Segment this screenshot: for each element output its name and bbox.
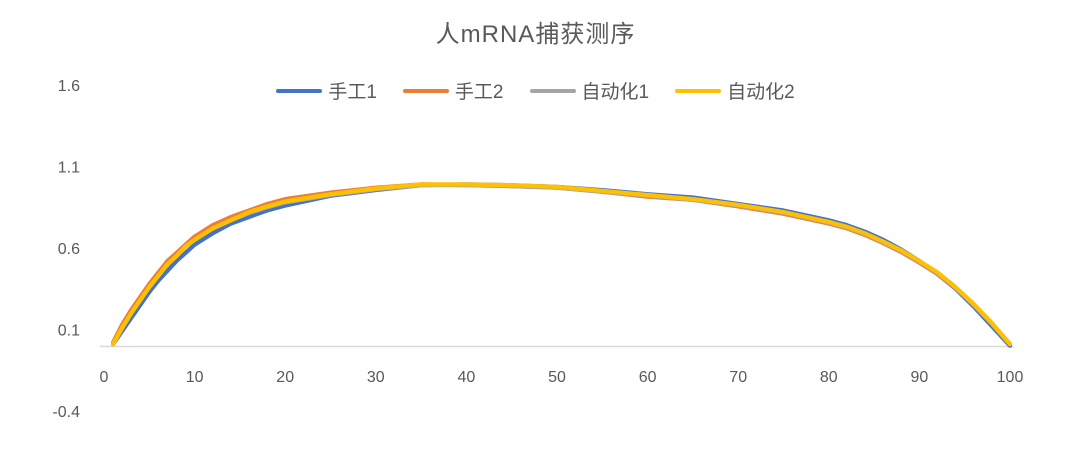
x-tick-label: 10 (186, 369, 204, 386)
legend-label: 自动化1 (581, 82, 650, 103)
x-tick-label: 70 (729, 369, 747, 386)
series-line-3 (110, 182, 1013, 347)
x-tick-label: 80 (820, 369, 838, 386)
x-tick-label: 60 (639, 369, 657, 386)
x-tick-label: 30 (367, 369, 385, 386)
x-tick-label: 90 (911, 369, 929, 386)
legend-item-shougong2[interactable]: 手工2 (402, 77, 504, 104)
x-tick-label: 40 (458, 369, 476, 386)
y-tick-label: -0.4 (52, 404, 80, 421)
legend-item-zidonghua1[interactable]: 自动化1 (529, 77, 650, 104)
chart-title: 人mRNA捕获测序 (435, 21, 636, 48)
legend-item-zidonghua2[interactable]: 自动化2 (675, 77, 795, 104)
legend-label: 自动化2 (727, 82, 795, 103)
legend-label: 手工1 (328, 82, 377, 103)
x-tick-label: 50 (548, 369, 566, 386)
series-swatch-zidonghua1 (529, 88, 576, 93)
series-swatch-shougong2 (402, 88, 449, 93)
x-tick-label: 0 (100, 369, 109, 386)
series-swatch-zidonghua2 (675, 88, 722, 93)
y-tick-label: 0.6 (58, 241, 80, 258)
x-tick-label: 100 (997, 369, 1024, 386)
series-line-1 (110, 182, 1013, 347)
series-line-0 (110, 182, 1013, 348)
legend: 手工1 手工2 自动化1 自动化2 (0, 77, 1071, 104)
y-tick-label: 0.1 (58, 323, 80, 340)
y-tick-label: 1.1 (58, 160, 80, 177)
legend-item-shougong1[interactable]: 手工1 (276, 77, 377, 104)
y-tick-label: 1.6 (58, 78, 80, 95)
series-swatch-shougong1 (276, 88, 323, 93)
legend-label: 手工2 (454, 82, 504, 103)
x-tick-label: 20 (276, 369, 294, 386)
